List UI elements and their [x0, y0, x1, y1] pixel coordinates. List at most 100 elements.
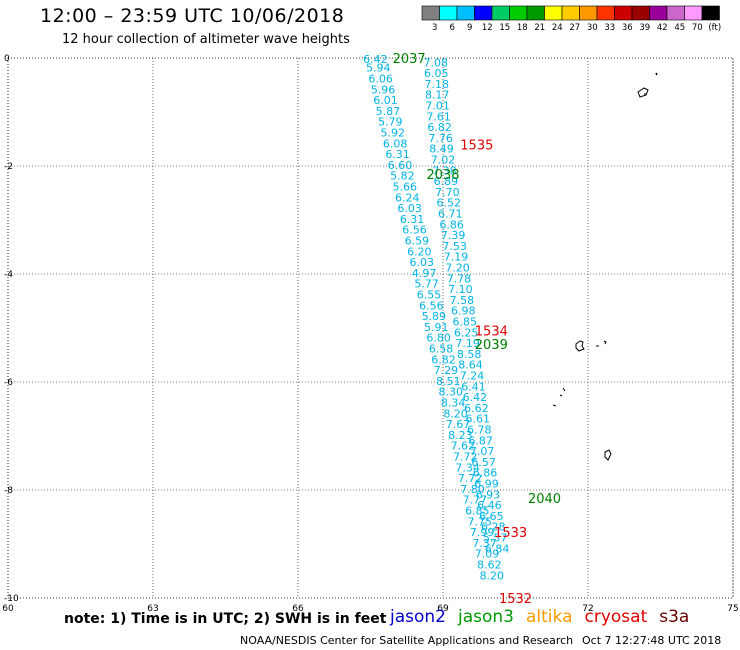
map-title: 12:00 – 23:59 UTC 10/06/2018: [40, 5, 345, 27]
colorbar-swatch: [596, 5, 615, 21]
swh-value-label: 6.62: [464, 402, 489, 415]
swh-value-label: 7.38: [432, 164, 457, 177]
pass-time-label: 1533: [494, 526, 527, 541]
colorbar-swatch: [526, 5, 545, 21]
longitude-tick-label: 66: [292, 604, 304, 614]
colorbar-label: 9: [467, 23, 472, 33]
swh-value-label: 7.76: [428, 132, 453, 145]
pass-time-label: 2037: [393, 52, 426, 67]
swh-value-label: 7.99: [470, 526, 495, 539]
colorbar-label: 6: [450, 23, 455, 33]
swh-value-label: 7.07: [470, 445, 495, 458]
swh-value-label: 7.29: [434, 364, 459, 377]
mission-legend-item: cryosat: [584, 607, 648, 627]
colorbar-swatch: [474, 5, 493, 21]
swh-value-label: 7.61: [426, 110, 451, 123]
swh-value-label: 6.42: [363, 53, 388, 66]
swh-value-label: 5.91: [424, 321, 449, 334]
colorbar-swatch: [649, 5, 668, 21]
map-grid: 60 63 66 69 72 75 0 -2 -4 -6 -8 -10: [2, 54, 738, 614]
swh-value-label: 5.94: [366, 62, 391, 75]
colorbar-label: 30: [587, 23, 598, 33]
swh-value-label: 6.41: [461, 380, 486, 393]
swh-value-label: 8.34: [441, 397, 466, 410]
generation-timestamp: Oct 7 12:27:48 UTC 2018: [582, 634, 722, 647]
swh-value-label: 6.06: [368, 73, 393, 86]
swh-value-label: 6.31: [385, 148, 410, 161]
colorbar-label: 45: [674, 23, 685, 33]
colorbar-label: 27: [569, 23, 580, 33]
swh-value-label: 6.86: [439, 218, 464, 231]
swh-value-label: 6.99: [474, 478, 499, 491]
colorbar-swatch: [491, 5, 510, 21]
swh-value-label: 5.82: [390, 170, 415, 183]
swh-value-label: 7.18: [424, 78, 449, 91]
swh-value-label: 6.65: [479, 510, 504, 523]
swh-value-label: 6.05: [424, 67, 449, 80]
swh-value-label: 6.58: [429, 343, 454, 356]
coastline-islands: [552, 72, 658, 461]
colorbar-swatch: [456, 5, 475, 21]
swh-value-label: 7.72: [458, 472, 483, 485]
altimeter-tracks: 6.425.946.065.966.015.875.795.926.086.31…: [363, 53, 509, 582]
swh-value-label: 7.08: [424, 56, 449, 69]
swh-value-label: 6.98: [451, 305, 476, 318]
swh-value-label: 6.80: [426, 332, 451, 345]
swh-value-label: 6.84: [485, 542, 510, 555]
swh-value-label: 6.25: [454, 326, 479, 339]
longitude-tick-label: 60: [2, 604, 14, 614]
longitude-tick-label: 72: [582, 604, 593, 614]
swh-value-label: 6.55: [417, 289, 442, 302]
mission-legend: jason2 jason3 altika cryosat s3a: [390, 607, 701, 627]
colorbar-swatch: [421, 5, 440, 21]
swh-value-label: 7.34: [455, 461, 480, 474]
swh-value-label: 6.28: [481, 521, 506, 534]
map-border: [7, 57, 734, 599]
swh-value-label: 8.30: [438, 386, 463, 399]
map-subtitle: 12 hour collection of altimeter wave hei…: [62, 32, 350, 47]
longitude-tick-label: 63: [147, 604, 158, 614]
colorbar-swatch: [684, 5, 703, 21]
colorbar-label: 70: [692, 23, 703, 33]
pass-time-label: 2038: [426, 168, 459, 183]
swh-value-label: 5.79: [378, 116, 403, 129]
swh-value-label: 6.57: [471, 456, 496, 469]
swh-value-label: 6.01: [373, 94, 398, 107]
swh-value-label: 6.46: [477, 499, 502, 512]
colorbar-swatch: [509, 5, 528, 21]
swh-value-label: 7.19: [455, 337, 480, 350]
swh-value-label: 6.03: [397, 202, 422, 215]
swh-value-label: 5.57: [483, 532, 508, 545]
swh-value-label: 6.61: [466, 413, 491, 426]
pass-time-label: 2040: [528, 492, 561, 507]
swh-value-label: 6.24: [395, 191, 420, 204]
swh-value-label: 6.08: [383, 137, 408, 150]
swh-value-label: 8.20: [443, 407, 468, 420]
swh-value-label: 7.53: [442, 240, 467, 253]
swh-value-label: 7.75: [467, 515, 492, 528]
swh-value-label: 7.39: [441, 229, 466, 242]
swh-value-label: 8.62: [477, 559, 502, 572]
swh-value-label: 7.19: [444, 251, 469, 264]
colorbar-label: 3: [432, 23, 437, 33]
swh-value-label: 6.82: [427, 121, 452, 134]
pass-time-label: 2039: [475, 338, 508, 353]
swh-value-label: 6.89: [434, 175, 459, 188]
colorbar-swatch: [561, 5, 580, 21]
swh-value-label: 7.58: [450, 294, 475, 307]
swh-value-label: 8.64: [458, 359, 483, 372]
swh-value-label: 6.20: [407, 245, 432, 258]
pass-time-label: 1532: [499, 592, 532, 607]
swh-value-label: 7.62: [451, 440, 476, 453]
swh-value-label: 7.24: [460, 370, 485, 383]
colorbar-swatch: [666, 5, 685, 21]
colorbar-label: (ft): [708, 23, 721, 33]
colorbar-label: 36: [622, 23, 633, 33]
longitude-tick-label: 75: [727, 604, 738, 614]
swh-value-label: 5.92: [380, 127, 405, 140]
colorbar-label: 33: [604, 23, 615, 33]
latitude-tick-label: -10: [4, 594, 19, 604]
swh-value-label: 6.82: [431, 353, 456, 366]
swh-value-label: 6.71: [438, 208, 463, 221]
swh-value-label: 6.85: [465, 505, 490, 518]
